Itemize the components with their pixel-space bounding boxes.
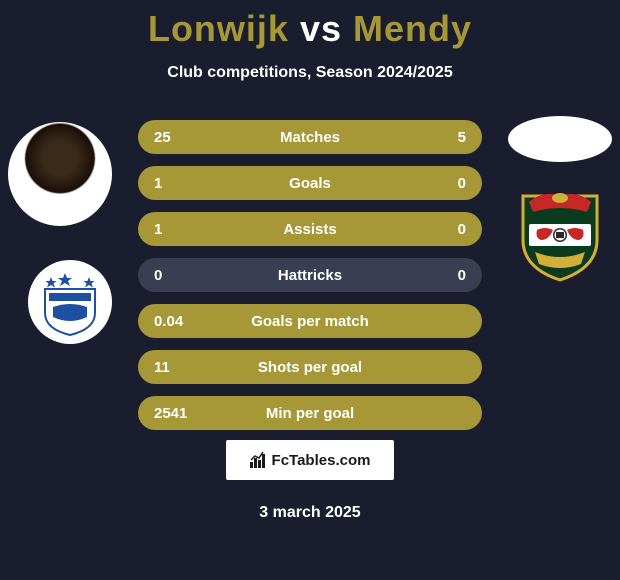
stat-value-left: 0 — [154, 267, 162, 284]
stat-value-left: 2541 — [154, 405, 187, 422]
stat-bar-hattricks: 0Hattricks0 — [138, 258, 482, 292]
stat-label: Matches — [138, 129, 482, 146]
stat-bar-min-per-goal: 2541Min per goal — [138, 396, 482, 430]
stat-label: Hattricks — [138, 267, 482, 284]
fctables-logo-icon — [250, 452, 268, 468]
wrexham-badge-icon — [515, 182, 605, 282]
stat-label: Goals per match — [138, 313, 482, 330]
stat-bar-assists: 1Assists0 — [138, 212, 482, 246]
comparison-date: 3 march 2025 — [0, 504, 620, 522]
stat-label: Assists — [138, 221, 482, 238]
stat-bar-matches: 25Matches5 — [138, 120, 482, 154]
stat-value-left: 25 — [154, 129, 171, 146]
stat-value-right: 0 — [458, 267, 466, 284]
stat-value-right: 0 — [458, 175, 466, 192]
huddersfield-badge-icon — [35, 267, 105, 337]
stat-label: Goals — [138, 175, 482, 192]
player1-club-badge — [28, 260, 112, 344]
player2-avatar — [508, 116, 612, 162]
subtitle: Club competitions, Season 2024/2025 — [0, 64, 620, 82]
stat-bars-container: 25Matches51Goals01Assists00Hattricks00.0… — [138, 120, 482, 442]
title-player2: Mendy — [353, 8, 472, 49]
stat-label: Shots per goal — [138, 359, 482, 376]
stat-bar-shots-per-goal: 11Shots per goal — [138, 350, 482, 384]
fctables-watermark: FcTables.com — [226, 440, 394, 480]
player2-club-badge — [508, 180, 612, 284]
stat-value-left: 11 — [154, 359, 170, 376]
stat-value-right: 5 — [458, 129, 466, 146]
stat-value-left: 1 — [154, 175, 162, 192]
stat-value-left: 0.04 — [154, 313, 183, 330]
title-vs: vs — [300, 8, 342, 49]
title-player1: Lonwijk — [148, 8, 289, 49]
stat-value-right: 0 — [458, 221, 466, 238]
brand-text: FcTables.com — [272, 452, 371, 469]
player1-avatar — [8, 122, 112, 226]
stat-bar-goals-per-match: 0.04Goals per match — [138, 304, 482, 338]
page-title: Lonwijk vs Mendy — [0, 0, 620, 50]
stat-value-left: 1 — [154, 221, 162, 238]
stat-bar-goals: 1Goals0 — [138, 166, 482, 200]
stat-label: Min per goal — [138, 405, 482, 422]
